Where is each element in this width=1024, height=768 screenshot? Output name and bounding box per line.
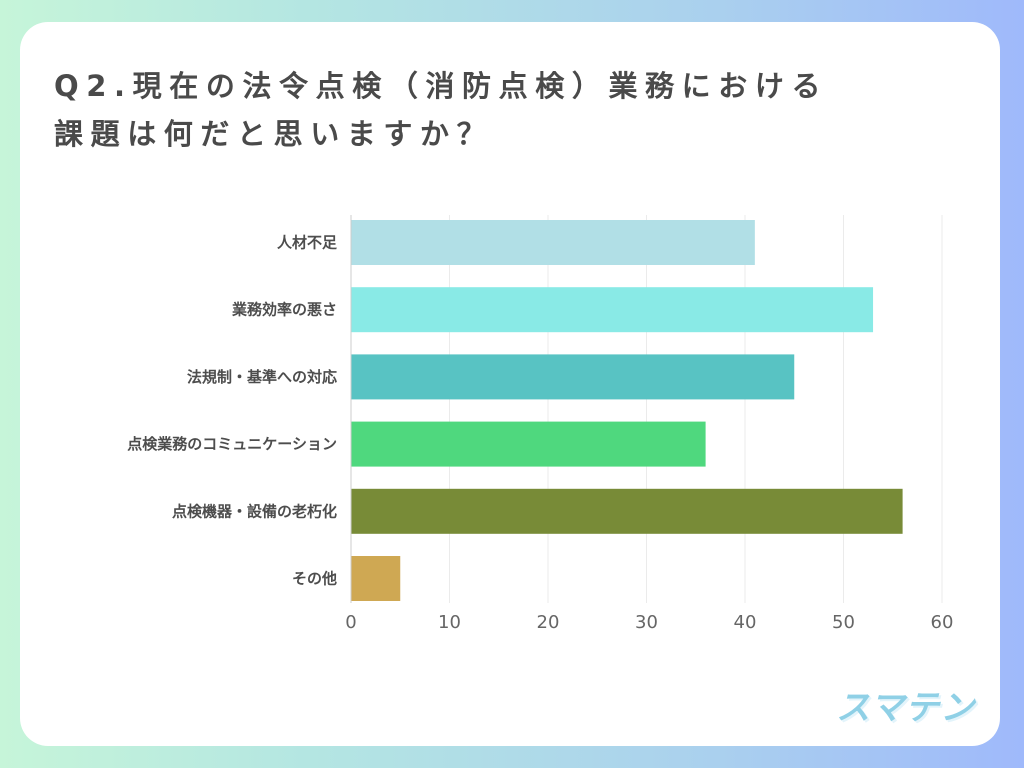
- question-title: Q2.現在の法令点検（消防点検）業務における 課題は何だと思いますか？: [54, 62, 954, 158]
- x-tick-label: 20: [537, 612, 560, 633]
- category-label: 人材不足: [277, 234, 338, 252]
- x-tick-label: 40: [734, 612, 757, 633]
- category-label: 業務効率の悪さ: [231, 301, 337, 319]
- bar: [351, 421, 706, 467]
- x-tick-label: 60: [931, 612, 954, 633]
- bar: [351, 287, 874, 333]
- bar: [351, 220, 755, 265]
- question-title-line-2: 課題は何だと思いますか？: [54, 117, 494, 151]
- x-tick-label: 30: [635, 612, 658, 633]
- x-tick-label: 0: [345, 612, 356, 633]
- x-tick-label: 50: [832, 612, 855, 633]
- x-tick-label: 10: [438, 612, 461, 633]
- bar: [351, 488, 903, 534]
- category-label: 点検機器・設備の老朽化: [172, 502, 337, 520]
- question-title-line-1: Q2.現在の法令点検（消防点検）業務における: [54, 69, 829, 103]
- bar: [351, 354, 795, 400]
- bar: [351, 556, 401, 601]
- brand-logo: スマテン: [836, 688, 975, 728]
- category-label: 点検業務のコミュニケーション: [127, 435, 337, 453]
- category-label: その他: [292, 570, 337, 588]
- category-label: 法規制・基準への対応: [187, 368, 337, 386]
